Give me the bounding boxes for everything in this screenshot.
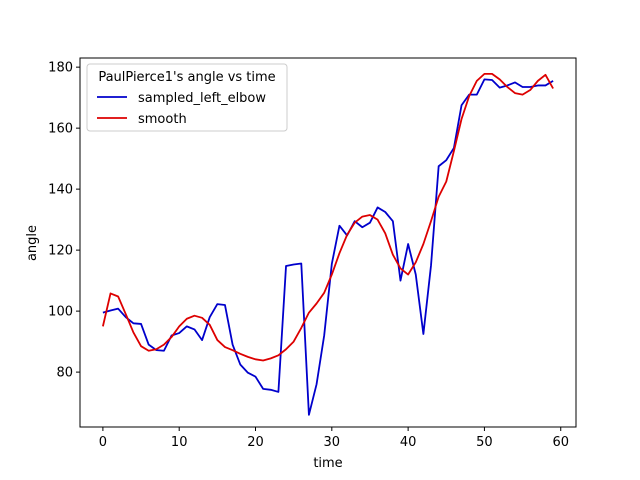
series-line-smooth: [102, 72, 554, 362]
plot-frame: [79, 57, 577, 428]
legend-entry-sampled-left-elbow: sampled_left_elbow: [138, 91, 266, 106]
y-tick-label: 180: [48, 61, 73, 76]
y-axis-label: angle: [25, 225, 40, 261]
x-tick-label: 0: [99, 435, 107, 450]
x-axis-label: time: [313, 456, 342, 471]
y-tick-label: 80: [56, 366, 73, 381]
x-tick-label: 30: [324, 435, 341, 450]
series-line-sampled-left-elbow: [102, 78, 554, 416]
legend-title: PaulPierce1's angle vs time: [98, 70, 275, 85]
x-tick-label: 40: [400, 435, 417, 450]
y-tick-label: 140: [48, 183, 73, 198]
legend-entry-smooth: smooth: [138, 112, 187, 127]
legend-box: [86, 63, 288, 132]
legend: PaulPierce1's angle vs time sampled_left…: [86, 63, 288, 132]
x-tick-label: 60: [552, 435, 569, 450]
y-tick-label: 160: [48, 122, 73, 137]
x-tick-label: 10: [171, 435, 188, 450]
y-tick-label: 100: [48, 305, 73, 320]
x-tick-label: 20: [247, 435, 264, 450]
x-tick-label: 50: [476, 435, 493, 450]
y-tick-label: 120: [48, 244, 73, 259]
